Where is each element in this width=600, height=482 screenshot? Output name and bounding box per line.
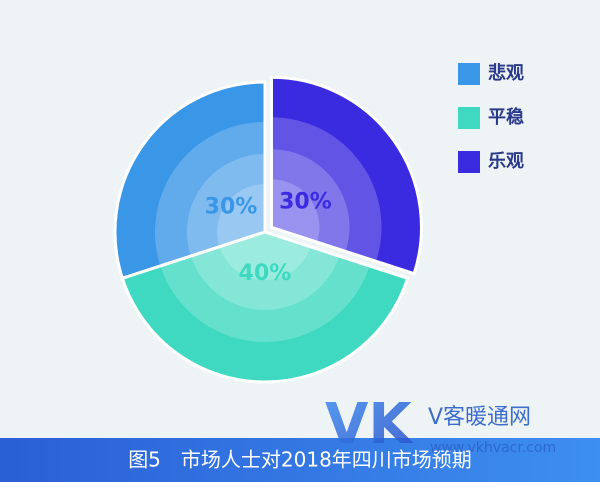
legend-label: 悲观 (488, 62, 524, 84)
slice-ring (216, 184, 265, 247)
caption-bar (0, 438, 600, 482)
slice-ring (190, 232, 340, 311)
slice (269, 75, 423, 276)
slice-ring (154, 122, 265, 266)
slice-ring (271, 179, 320, 243)
slice (120, 230, 410, 384)
pie: 30% 40% 30% (113, 75, 423, 384)
slice-group: 40% (120, 230, 410, 384)
slice-ring (160, 232, 370, 342)
value-label: 30% (205, 194, 258, 219)
legend-label: 平稳 (488, 106, 524, 128)
value-label: 40% (239, 261, 292, 286)
slice-ring (187, 154, 265, 257)
watermark-logo: VK (325, 392, 414, 457)
value-label: 30% (279, 190, 332, 215)
slice (113, 80, 267, 280)
legend-label: 乐观 (488, 151, 524, 172)
legend-swatch (458, 107, 480, 129)
slice-ring (271, 149, 350, 252)
slice-group: 30% (113, 80, 267, 280)
legend-swatch (458, 63, 480, 85)
watermark-name: V客暖通网 (428, 405, 531, 430)
watermark-url: www.vkhvacr.com (430, 440, 556, 456)
slice-group: 30% (269, 75, 423, 276)
chart-title: 图5 市场人士对2018年四川市场预期 (128, 448, 472, 472)
slice-ring (271, 117, 382, 262)
slice-ring (219, 232, 311, 281)
legend-swatch (458, 151, 480, 173)
